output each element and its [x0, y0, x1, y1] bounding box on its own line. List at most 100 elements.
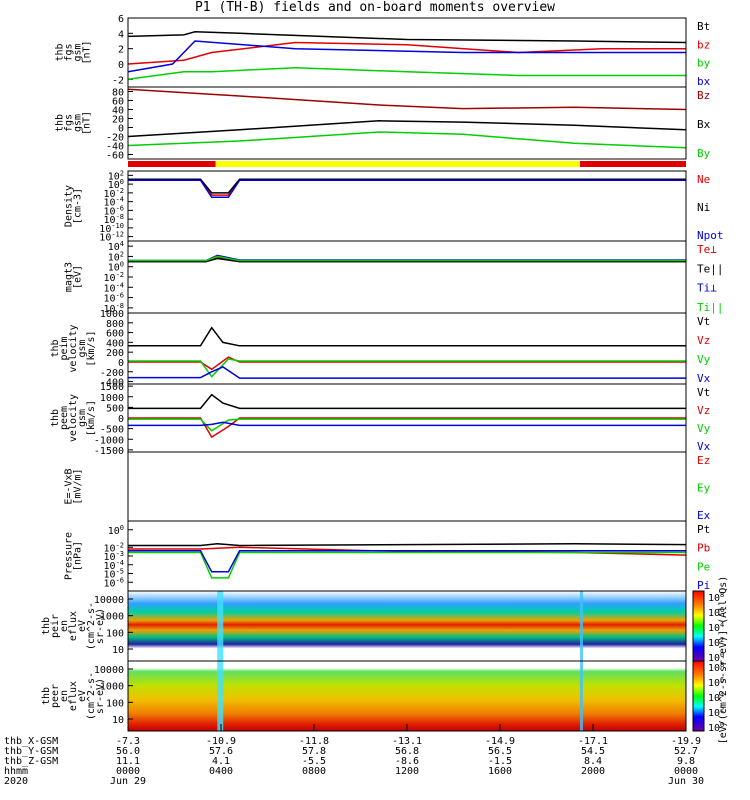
y-tick-label: 1000 — [100, 309, 124, 320]
y-axis-label: [nPa] — [73, 541, 84, 571]
y-axis-label: eflux — [68, 681, 79, 711]
series-line-Vt — [128, 326, 686, 347]
y-axis-label: fgs — [64, 43, 75, 61]
series-line-Vy — [128, 418, 686, 432]
series-line-Bx — [127, 120, 687, 138]
y-tick-label: 10000 — [94, 665, 124, 676]
spectrogram-event — [217, 661, 224, 731]
y-axis-label: thb — [55, 43, 66, 61]
mode-bar-segment — [215, 161, 580, 167]
series-line-bz — [127, 41, 686, 65]
x-tick-label: Jun 29 — [110, 776, 146, 787]
x-tick-label: 9.8 — [677, 756, 695, 767]
y-axis-label: thb — [50, 339, 61, 357]
x-tick-label: 11.1 — [116, 756, 140, 767]
x-tick-label: 0000 — [674, 766, 698, 777]
y-tick-label: 1500 — [100, 382, 124, 393]
series-line-By — [127, 131, 687, 149]
legend-entry: Ey — [697, 482, 711, 495]
y-axis-label: (cm^2-s- — [86, 602, 97, 650]
y-tick-label: -400 — [100, 378, 124, 389]
series-line-Npot — [128, 179, 686, 199]
legend-entry: Pb — [697, 542, 710, 555]
y-axis-label: [km/s] — [86, 330, 97, 366]
page-title: P1 (TH-B) fields and on-board moments ov… — [194, 0, 556, 15]
y-tick-label: 60 — [112, 97, 124, 108]
y-axis-label: eflux — [68, 611, 79, 641]
series-line-Pt — [128, 543, 687, 547]
spectrogram-event — [579, 661, 583, 731]
legend-entry: Vt — [697, 315, 710, 328]
series-line-by — [127, 67, 686, 81]
series-line-Te — [128, 257, 686, 263]
y-tick-label: 0 — [118, 124, 124, 135]
legend-entry: Vy — [697, 353, 711, 366]
y-tick-label: 10 — [112, 715, 124, 726]
x-tick-label: -14.9 — [485, 736, 515, 747]
spectrogram-image — [128, 661, 686, 731]
x-tick-label: -7.3 — [116, 736, 140, 747]
y-axis-label: [km/s] — [86, 400, 97, 436]
y-tick-label: 4 — [118, 29, 124, 40]
y-tick-label: -500 — [100, 425, 124, 436]
y-tick-label: 10000 — [94, 595, 124, 606]
y-axis-label: peim — [59, 336, 70, 360]
series-line-Vz — [128, 356, 686, 371]
y-axis-label: E=-VxB — [64, 468, 75, 504]
mode-bar-segment — [128, 161, 216, 167]
y-tick-label: 10 — [112, 645, 124, 656]
legend-entry: Ne — [697, 173, 710, 186]
x-tick-label: 54.5 — [581, 746, 605, 757]
y-tick-label: -60 — [106, 151, 124, 162]
x-axis-row-label: thb_Z-GSM — [4, 756, 58, 767]
legend-entry: by — [697, 57, 711, 70]
legend-entry: Pe — [697, 560, 710, 573]
y-tick-label: 1000 — [100, 393, 124, 404]
y-axis-label: gsm — [77, 409, 88, 427]
y-tick-label: 10-6 — [104, 576, 124, 589]
panel-frame — [127, 451, 687, 522]
y-tick-label: 0 — [118, 414, 124, 425]
y-tick-label: 0 — [118, 358, 124, 369]
colorbar — [692, 660, 705, 732]
legend-entry: Vx — [697, 440, 711, 453]
legend-entry: Ex — [697, 509, 711, 522]
y-tick-label: 2 — [118, 45, 124, 56]
y-axis-label: [nT] — [82, 40, 93, 64]
y-axis-label: thb — [41, 687, 52, 705]
y-axis-label: [eV] — [73, 265, 84, 289]
series-line-Bt — [127, 31, 687, 44]
series-line-Ni — [128, 178, 686, 194]
legend-entry: bz — [697, 38, 710, 51]
series-line-Vz — [128, 417, 686, 439]
y-tick-label: 1000 — [100, 612, 124, 623]
x-tick-label: 1200 — [395, 766, 419, 777]
y-axis-label: Pressure — [64, 532, 75, 580]
y-tick-label: -200 — [100, 368, 124, 379]
y-tick-label: -20 — [106, 133, 124, 144]
y-axis-label: (cm^2-s- — [86, 672, 97, 720]
spectrogram-event — [579, 591, 583, 661]
legend-entry: Pi — [697, 579, 710, 592]
panel-frame — [127, 240, 687, 314]
x-axis-row-label: hhmm — [4, 766, 28, 777]
spectrogram-event — [217, 591, 224, 661]
x-tick-label: -11.8 — [299, 736, 329, 747]
y-tick-label: 800 — [106, 319, 124, 330]
legend-entry: bx — [697, 75, 711, 88]
series-line-Ti — [128, 255, 686, 262]
y-tick-label: 600 — [106, 329, 124, 340]
x-tick-label: 52.7 — [674, 746, 698, 757]
x-axis-row-label: thb_Y-GSM — [4, 746, 58, 757]
legend-entry: Ti|| — [697, 301, 724, 314]
series-line-Vx — [128, 366, 686, 379]
legend-entry: Bx — [697, 118, 711, 131]
x-tick-label: 0400 — [209, 766, 233, 777]
x-tick-label: 0000 — [116, 766, 140, 777]
series-line-Vx — [128, 421, 686, 427]
legend-entry: Bt — [697, 20, 710, 33]
y-axis-label: velocity — [68, 324, 79, 372]
y-tick-label: 100 — [106, 628, 124, 639]
y-tick-label: 200 — [106, 348, 124, 359]
y-tick-label: 400 — [106, 338, 124, 349]
